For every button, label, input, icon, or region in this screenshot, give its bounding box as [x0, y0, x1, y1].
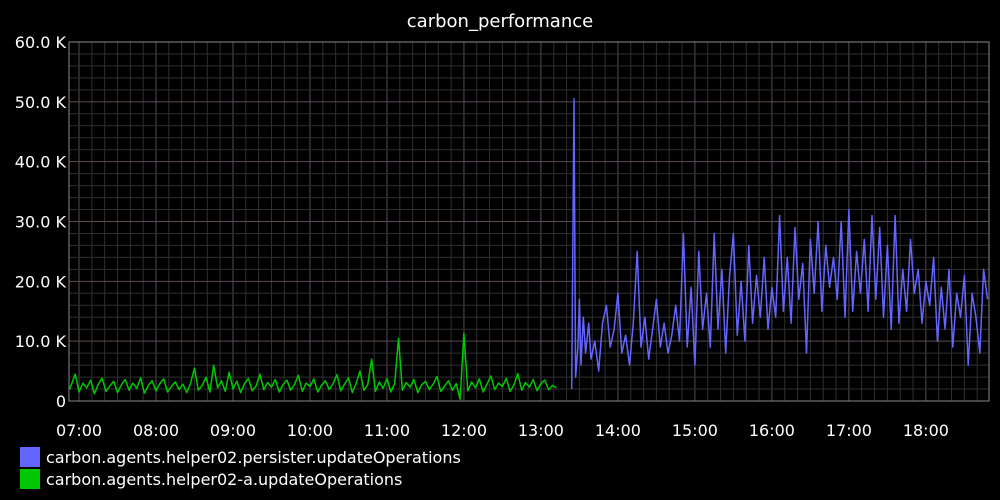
x-tick-label: 18:00: [903, 421, 949, 440]
series-line-0: [570, 98, 989, 390]
chart-title: carbon_performance: [407, 11, 593, 32]
x-tick-label: 12:00: [441, 421, 487, 440]
series-layer: [69, 98, 989, 400]
y-tick-label: 10.0 K: [15, 332, 67, 351]
y-tick-label: 50.0 K: [15, 93, 67, 112]
series-line-1: [69, 332, 557, 400]
x-tick-label: 15:00: [672, 421, 718, 440]
plot-border: [68, 41, 990, 402]
legend-label-helper02-a: carbon.agents.helper02-a.updateOperation…: [46, 469, 403, 489]
y-tick-label: 60.0 K: [15, 33, 67, 52]
x-tick-label: 10:00: [287, 421, 333, 440]
x-tick-label: 08:00: [133, 421, 179, 440]
legend-swatch-helper02-a: [20, 469, 40, 489]
legend-item-persister: carbon.agents.helper02.persister.updateO…: [20, 446, 461, 468]
x-tick-label: 11:00: [364, 421, 410, 440]
y-tick-label: 30.0 K: [15, 213, 67, 232]
x-tick-label: 13:00: [518, 421, 564, 440]
axis-labels: 0 10.0 K 20.0 K 30.0 K 40.0 K 50.0 K 60.0 K 07:…: [15, 33, 949, 440]
legend-swatch-persister: [20, 447, 40, 467]
y-tick-label: 20.0 K: [15, 272, 67, 291]
legend-label-persister: carbon.agents.helper02.persister.updateO…: [46, 447, 461, 467]
y-tick-label: 40.0 K: [15, 153, 67, 172]
legend-item-helper02-a: carbon.agents.helper02-a.updateOperation…: [20, 468, 461, 490]
x-tick-label: 14:00: [595, 421, 641, 440]
x-tick-label: 17:00: [826, 421, 872, 440]
x-tick-label: 07:00: [56, 421, 102, 440]
x-tick-label: 09:00: [210, 421, 256, 440]
legend: carbon.agents.helper02.persister.updateO…: [20, 446, 461, 490]
y-tick-label: 0: [56, 392, 66, 411]
x-tick-label: 16:00: [749, 421, 795, 440]
